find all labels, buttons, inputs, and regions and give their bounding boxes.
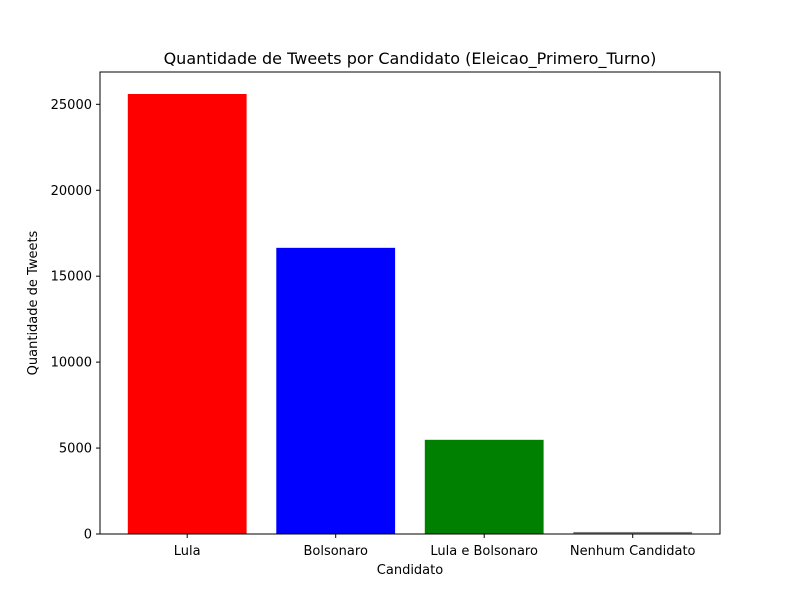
y-tick-label: 0 xyxy=(84,528,92,543)
y-axis-label: Quantidade de Tweets xyxy=(26,230,41,375)
x-tick-label: Lula xyxy=(174,544,201,559)
bar-nenhum-candidato xyxy=(573,531,693,534)
chart-title: Quantidade de Tweets por Candidato (Elei… xyxy=(164,49,657,69)
bar-lula xyxy=(127,94,247,534)
bar-bolsonaro xyxy=(276,247,396,534)
bars xyxy=(127,94,693,534)
y-tick-label: 10000 xyxy=(51,356,92,371)
y-tick-label: 20000 xyxy=(51,184,92,199)
bar-lula-e-bolsonaro xyxy=(424,439,544,534)
x-axis: Lula Bolsonaro Lula e Bolsonaro Nenhum Cand… xyxy=(174,534,696,559)
plot-frame xyxy=(99,71,721,535)
x-tick-label: Nenhum Candidato xyxy=(570,544,696,559)
y-tick-label: 25000 xyxy=(51,98,92,113)
x-axis-label: Candidato xyxy=(377,563,443,578)
y-tick-label: 15000 xyxy=(51,270,92,285)
x-tick-label: Bolsonaro xyxy=(303,544,367,559)
y-axis: 0 5000 10000 15000 20000 25000 xyxy=(51,98,100,543)
y-tick-label: 5000 xyxy=(59,442,92,457)
x-tick-label: Lula e Bolsonaro xyxy=(430,544,538,559)
